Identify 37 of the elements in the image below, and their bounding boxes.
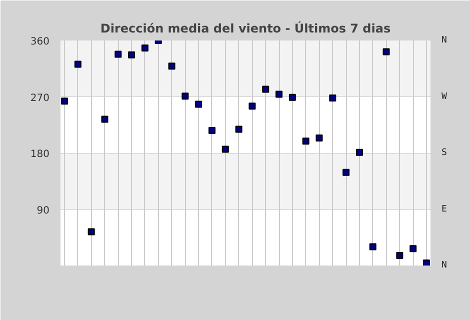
- point: [195, 100, 202, 108]
- point: [114, 50, 122, 58]
- y-tick-label: 180: [30, 149, 50, 160]
- point: [235, 126, 242, 133]
- text: W: [442, 92, 448, 102]
- point: [369, 243, 376, 250]
- y-tick-label: 90: [36, 205, 50, 216]
- point: [382, 48, 390, 56]
- chart-title: Dirección media del viento - Últimos 7 dias: [100, 20, 391, 36]
- point: [141, 44, 148, 52]
- point: [88, 228, 95, 236]
- point: [128, 51, 136, 58]
- point: [342, 168, 350, 176]
- point: [329, 94, 336, 102]
- point: [396, 252, 404, 259]
- point: [74, 60, 82, 68]
- point: [356, 148, 363, 156]
- point: [316, 134, 323, 142]
- point: [61, 98, 68, 105]
- point: [208, 127, 216, 134]
- text: N: [442, 260, 447, 270]
- point: [302, 138, 310, 145]
- y-tick-label: 360: [30, 36, 50, 48]
- point: [288, 94, 296, 101]
- text: N: [442, 36, 447, 46]
- point: [262, 86, 270, 93]
- point: [248, 102, 256, 110]
- point: [168, 62, 176, 70]
- point: [276, 90, 283, 98]
- point: [182, 92, 189, 100]
- point: [422, 260, 430, 266]
- point: [222, 146, 229, 153]
- y-tick-label: 270: [30, 92, 50, 104]
- point: [410, 245, 417, 252]
- point: [101, 116, 108, 123]
- text: S: [442, 148, 447, 158]
- text: E: [442, 204, 447, 214]
